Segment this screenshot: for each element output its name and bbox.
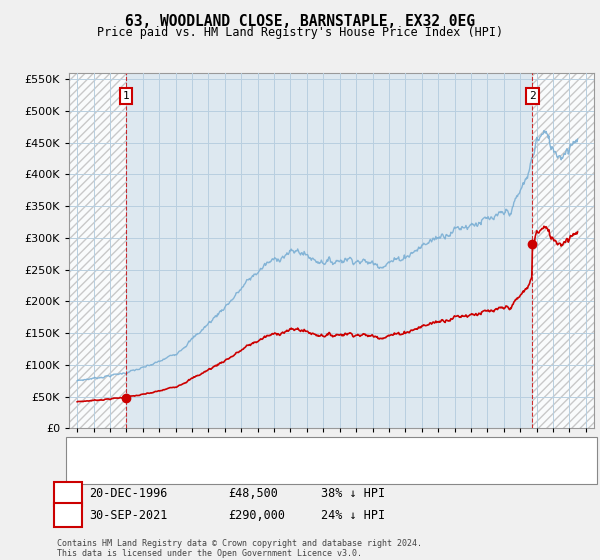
Text: Contains HM Land Registry data © Crown copyright and database right 2024.
This d: Contains HM Land Registry data © Crown c… bbox=[57, 539, 422, 558]
Text: 38% ↓ HPI: 38% ↓ HPI bbox=[321, 487, 385, 501]
Text: 2: 2 bbox=[64, 508, 71, 522]
Bar bbox=[532, 73, 594, 428]
Text: 2: 2 bbox=[529, 91, 536, 101]
Text: 1: 1 bbox=[122, 91, 130, 101]
Text: 63, WOODLAND CLOSE, BARNSTAPLE, EX32 0EG (detached house): 63, WOODLAND CLOSE, BARNSTAPLE, EX32 0EG… bbox=[114, 447, 470, 457]
Text: 63, WOODLAND CLOSE, BARNSTAPLE, EX32 0EG: 63, WOODLAND CLOSE, BARNSTAPLE, EX32 0EG bbox=[125, 14, 475, 29]
Text: £290,000: £290,000 bbox=[228, 508, 285, 522]
Bar bbox=[69, 73, 126, 428]
Text: 20-DEC-1996: 20-DEC-1996 bbox=[89, 487, 167, 501]
Text: 24% ↓ HPI: 24% ↓ HPI bbox=[321, 508, 385, 522]
Text: HPI: Average price, detached house, North Devon: HPI: Average price, detached house, Nort… bbox=[114, 464, 408, 474]
Text: Price paid vs. HM Land Registry's House Price Index (HPI): Price paid vs. HM Land Registry's House … bbox=[97, 26, 503, 39]
Text: 30-SEP-2021: 30-SEP-2021 bbox=[89, 508, 167, 522]
Text: 1: 1 bbox=[64, 487, 71, 501]
Text: £48,500: £48,500 bbox=[228, 487, 278, 501]
